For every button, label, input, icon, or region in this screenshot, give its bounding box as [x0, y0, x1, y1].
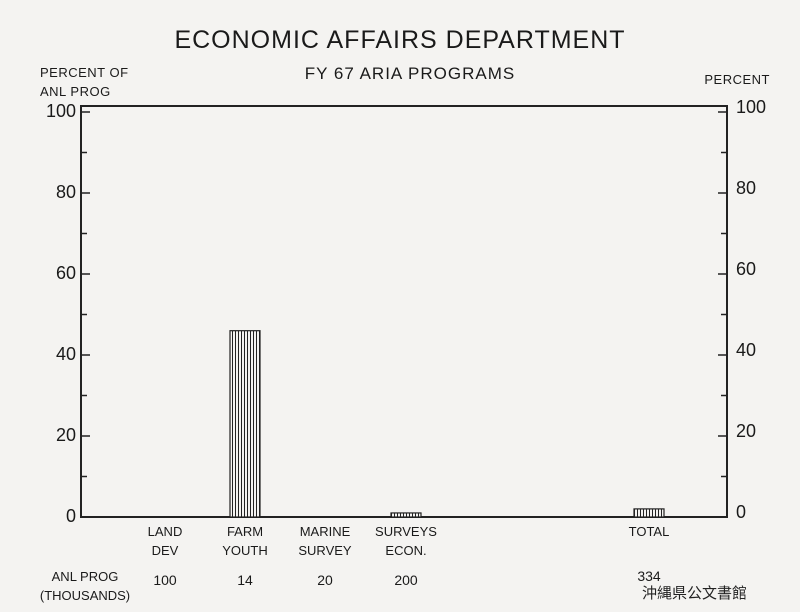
right-tick-label: 40	[736, 340, 757, 360]
anl-prog-row-label-line: (THOUSANDS)	[39, 588, 131, 603]
left-tick-label: 20	[55, 425, 76, 445]
category-label-line: YOUTH	[222, 543, 268, 558]
category-label: SURVEYS ECON.	[356, 522, 456, 560]
category-label: FARM YOUTH	[195, 522, 295, 560]
category-label-line: SURVEYS	[375, 524, 437, 539]
left-tick-label: 60	[55, 263, 76, 283]
category-label-line: SURVEY	[298, 543, 352, 558]
anl-prog-row-label-line: ANL PROG	[51, 569, 119, 584]
left-tick-label: 0	[65, 506, 76, 526]
left-tick-label: 80	[55, 182, 76, 202]
category-label-line: FARM	[226, 524, 264, 539]
chart-title: ECONOMIC AFFAIRS DEPARTMENT	[174, 26, 626, 54]
right-tick-label: 80	[736, 178, 757, 198]
category-label: MARINE SURVEY	[275, 522, 375, 560]
right-tick-label: 100	[736, 97, 767, 117]
category-label: TOTAL	[599, 522, 699, 541]
category-label-line: LAND	[147, 524, 183, 539]
right-axis-title: PERCENT	[704, 72, 770, 87]
right-tick-label: 0	[736, 502, 747, 522]
bar	[633, 508, 665, 518]
chart-subtitle: FY 67 ARIA PROGRAMS	[304, 64, 516, 83]
anl-prog-value: 200	[394, 572, 418, 588]
category-label-line: ECON.	[385, 543, 427, 558]
category-label-line: DEV	[151, 543, 179, 558]
anl-prog-row-label: ANL PROG (THOUSANDS)	[30, 567, 140, 605]
anl-prog-value: 20	[317, 572, 333, 588]
right-tick-label: 60	[736, 259, 757, 279]
left-axis-title-line: PERCENT OF	[40, 65, 129, 80]
left-axis-title: PERCENT OF ANL PROG	[40, 63, 129, 101]
left-tick-label: 40	[55, 344, 76, 364]
category-label-line: TOTAL	[628, 524, 670, 539]
bar	[229, 330, 261, 518]
archive-watermark: 沖縄県公文書館	[642, 584, 748, 602]
plot-frame	[80, 105, 728, 518]
bar	[390, 512, 422, 518]
right-tick-label: 20	[736, 421, 757, 441]
category-label: LAND DEV	[115, 522, 215, 560]
left-tick-label: 100	[45, 101, 76, 121]
anl-prog-value: 14	[237, 572, 253, 588]
anl-prog-value: 100	[153, 572, 177, 588]
left-axis-title-line: ANL PROG	[40, 84, 111, 99]
anl-prog-value: 334	[637, 568, 661, 584]
category-label-line: MARINE	[299, 524, 351, 539]
